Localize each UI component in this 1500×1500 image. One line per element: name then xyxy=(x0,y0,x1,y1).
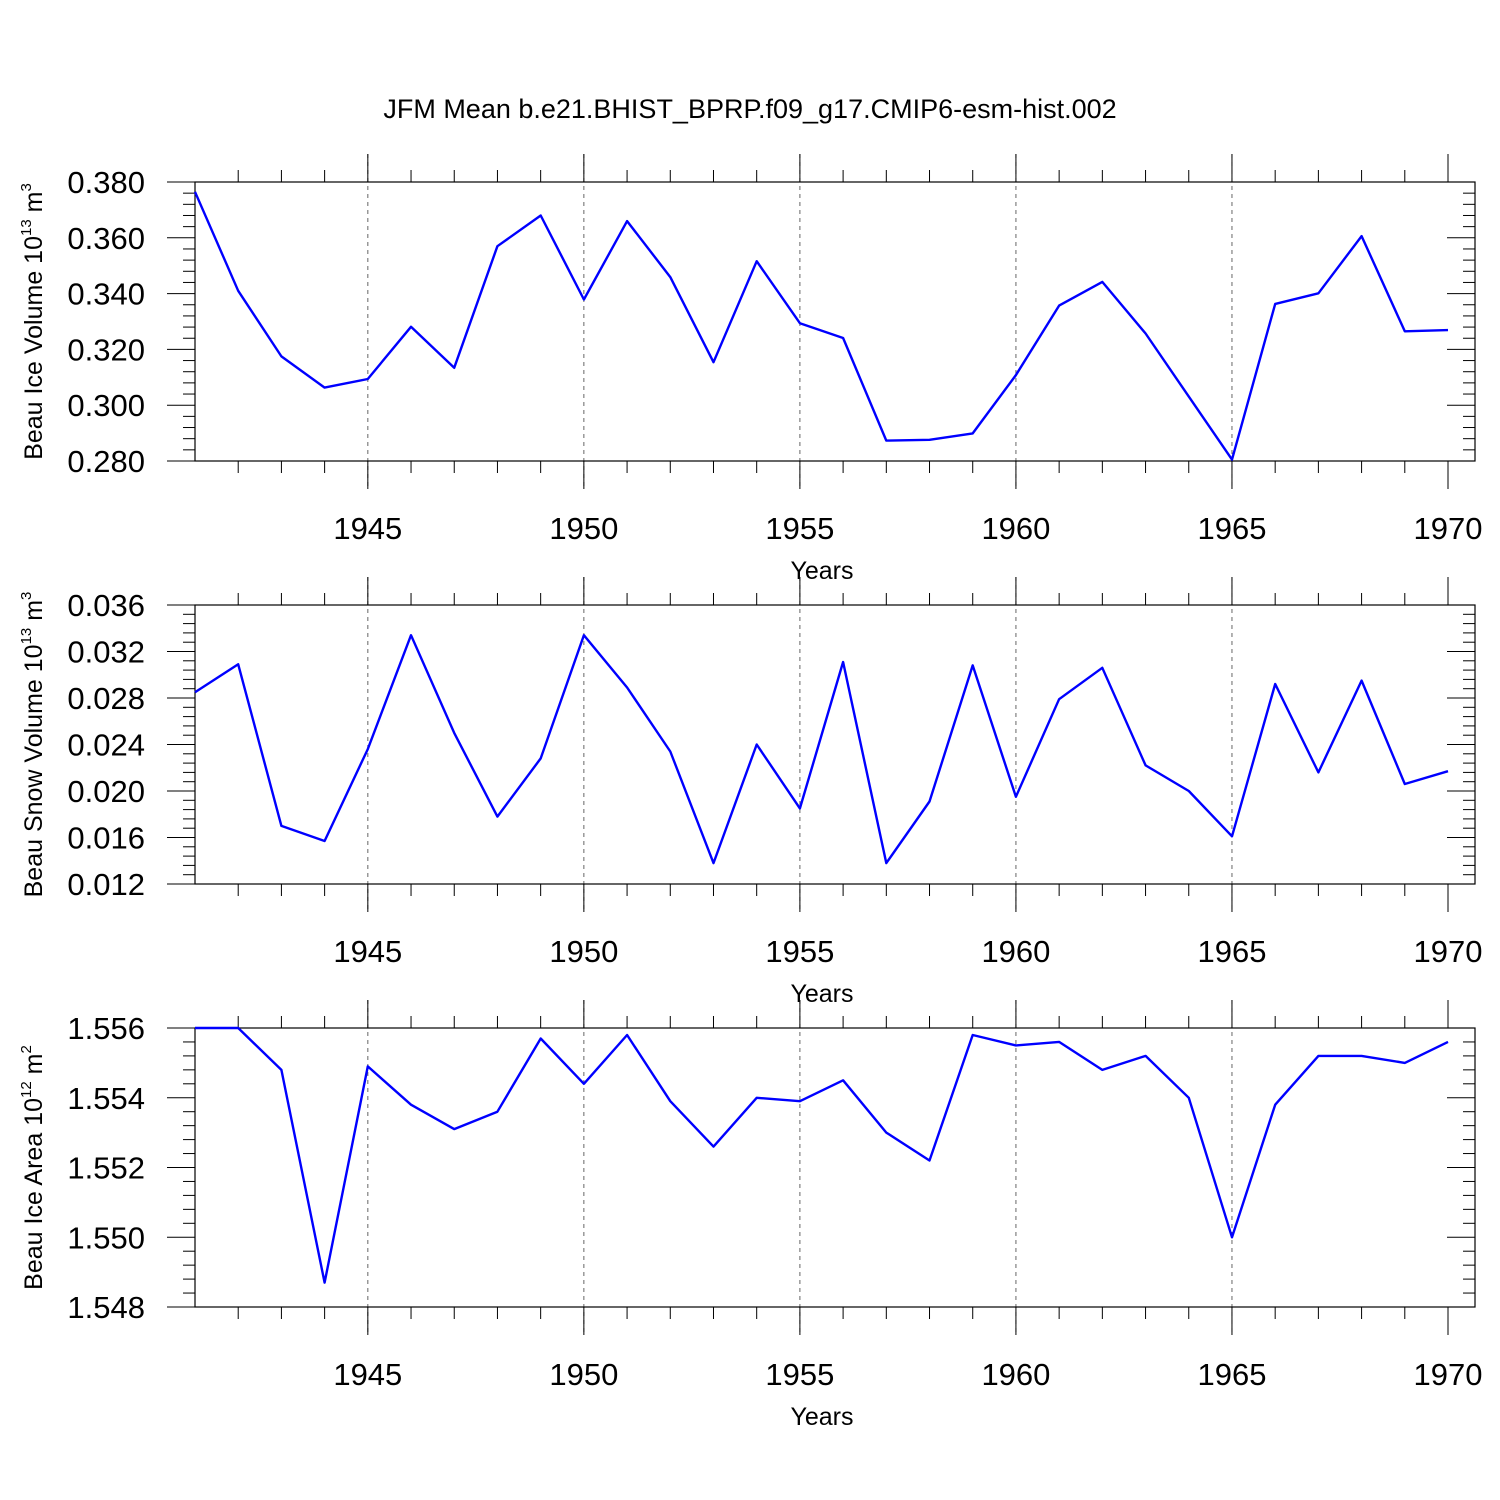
y-tick-label: 0.280 xyxy=(67,444,145,479)
plot-frame xyxy=(194,604,1476,885)
y-tick-label: 0.300 xyxy=(67,388,145,423)
x-tick-label: 1955 xyxy=(765,1357,834,1392)
y-tick-label: 0.380 xyxy=(67,165,145,200)
x-tick-label: 1965 xyxy=(1197,934,1266,969)
y-tick-label: 0.360 xyxy=(67,221,145,256)
y-axis-title-unit: m xyxy=(20,600,48,628)
panel-1: 1945 1950 1955 1960 1965 1970 0.280 0.300 0.320 0… xyxy=(18,154,1482,585)
y-axis-title-unit-exponent: 2 xyxy=(18,1045,35,1053)
x-tick-label: 1950 xyxy=(549,1357,618,1392)
y-axis-title-text: Beau Ice Volume 10 xyxy=(20,236,48,460)
x-tick-label: 1955 xyxy=(765,934,834,969)
y-axis-title-unit-exponent: 3 xyxy=(18,183,35,191)
x-tick-label: 1960 xyxy=(981,1357,1050,1392)
y-tick-label: 0.320 xyxy=(67,332,145,367)
y-axis-title-unit: m xyxy=(20,192,48,220)
y-tick-label: 0.012 xyxy=(67,867,145,902)
y-tick-label: 0.020 xyxy=(67,774,145,809)
x-tick-label: 1965 xyxy=(1197,1357,1266,1392)
panel-3: 1945 1950 1955 1960 1965 1970 1.548 1.550 1.552 1… xyxy=(18,1000,1482,1431)
y-axis-title-text: Beau Ice Area 10 xyxy=(20,1098,48,1290)
y-axis-title: Beau Ice Area 1012 m2 xyxy=(18,1045,48,1290)
y-axis-title-exponent: 12 xyxy=(18,1081,35,1098)
y-tick-label: 1.554 xyxy=(67,1081,145,1116)
data-series-line xyxy=(193,191,1449,461)
y-tick-label: 1.548 xyxy=(67,1290,145,1325)
y-axis-title: Beau Snow Volume 1013 m3 xyxy=(18,592,48,898)
x-tick-label: 1960 xyxy=(981,511,1050,546)
x-tick-label: 1945 xyxy=(333,511,402,546)
data-series-line xyxy=(195,1026,1449,1284)
data-series-line xyxy=(194,634,1449,865)
plot-frame xyxy=(194,181,1476,462)
x-axis-title: Years xyxy=(790,557,853,585)
x-tick-label: 1970 xyxy=(1414,1357,1483,1392)
y-tick-label: 0.032 xyxy=(67,635,145,670)
y-tick-label: 0.016 xyxy=(67,821,145,856)
y-axis-title-unit: m xyxy=(20,1054,48,1082)
x-tick-label: 1965 xyxy=(1197,511,1266,546)
y-tick-label: 0.340 xyxy=(67,277,145,312)
y-tick-label: 0.036 xyxy=(67,588,145,623)
x-tick-label: 1945 xyxy=(333,934,402,969)
x-tick-label: 1970 xyxy=(1414,934,1483,969)
x-tick-label: 1950 xyxy=(549,511,618,546)
panel-2: 1945 1950 1955 1960 1965 1970 0.012 0.016 0.020 0… xyxy=(18,577,1482,1008)
y-axis-title-text: Beau Snow Volume 10 xyxy=(20,644,48,897)
x-tick-label: 1945 xyxy=(333,1357,402,1392)
plot-frame xyxy=(194,1027,1476,1308)
y-tick-label: 1.552 xyxy=(67,1151,145,1186)
x-tick-label: 1950 xyxy=(549,934,618,969)
y-tick-label: 0.028 xyxy=(67,681,145,716)
figure-title: JFM Mean b.e21.BHIST_BPRP.f09_g17.CMIP6-… xyxy=(383,94,1116,124)
y-axis-title: Beau Ice Volume 1013 m3 xyxy=(18,183,48,460)
y-tick-label: 1.556 xyxy=(67,1011,145,1046)
y-tick-label: 0.024 xyxy=(67,728,145,763)
y-axis-title-exponent: 13 xyxy=(18,219,35,236)
y-tick-label: 1.550 xyxy=(67,1220,145,1255)
y-axis-title-unit-exponent: 3 xyxy=(18,592,35,600)
x-tick-label: 1970 xyxy=(1414,511,1483,546)
chart-panels: 1945 1950 1955 1960 1965 1970 0.280 0.300 0.320 0… xyxy=(18,154,1482,1431)
x-tick-label: 1960 xyxy=(981,934,1050,969)
x-tick-label: 1955 xyxy=(765,511,834,546)
x-axis-title: Years xyxy=(790,980,853,1008)
x-axis-title: Years xyxy=(790,1403,853,1431)
y-axis-title-exponent: 13 xyxy=(18,628,35,645)
